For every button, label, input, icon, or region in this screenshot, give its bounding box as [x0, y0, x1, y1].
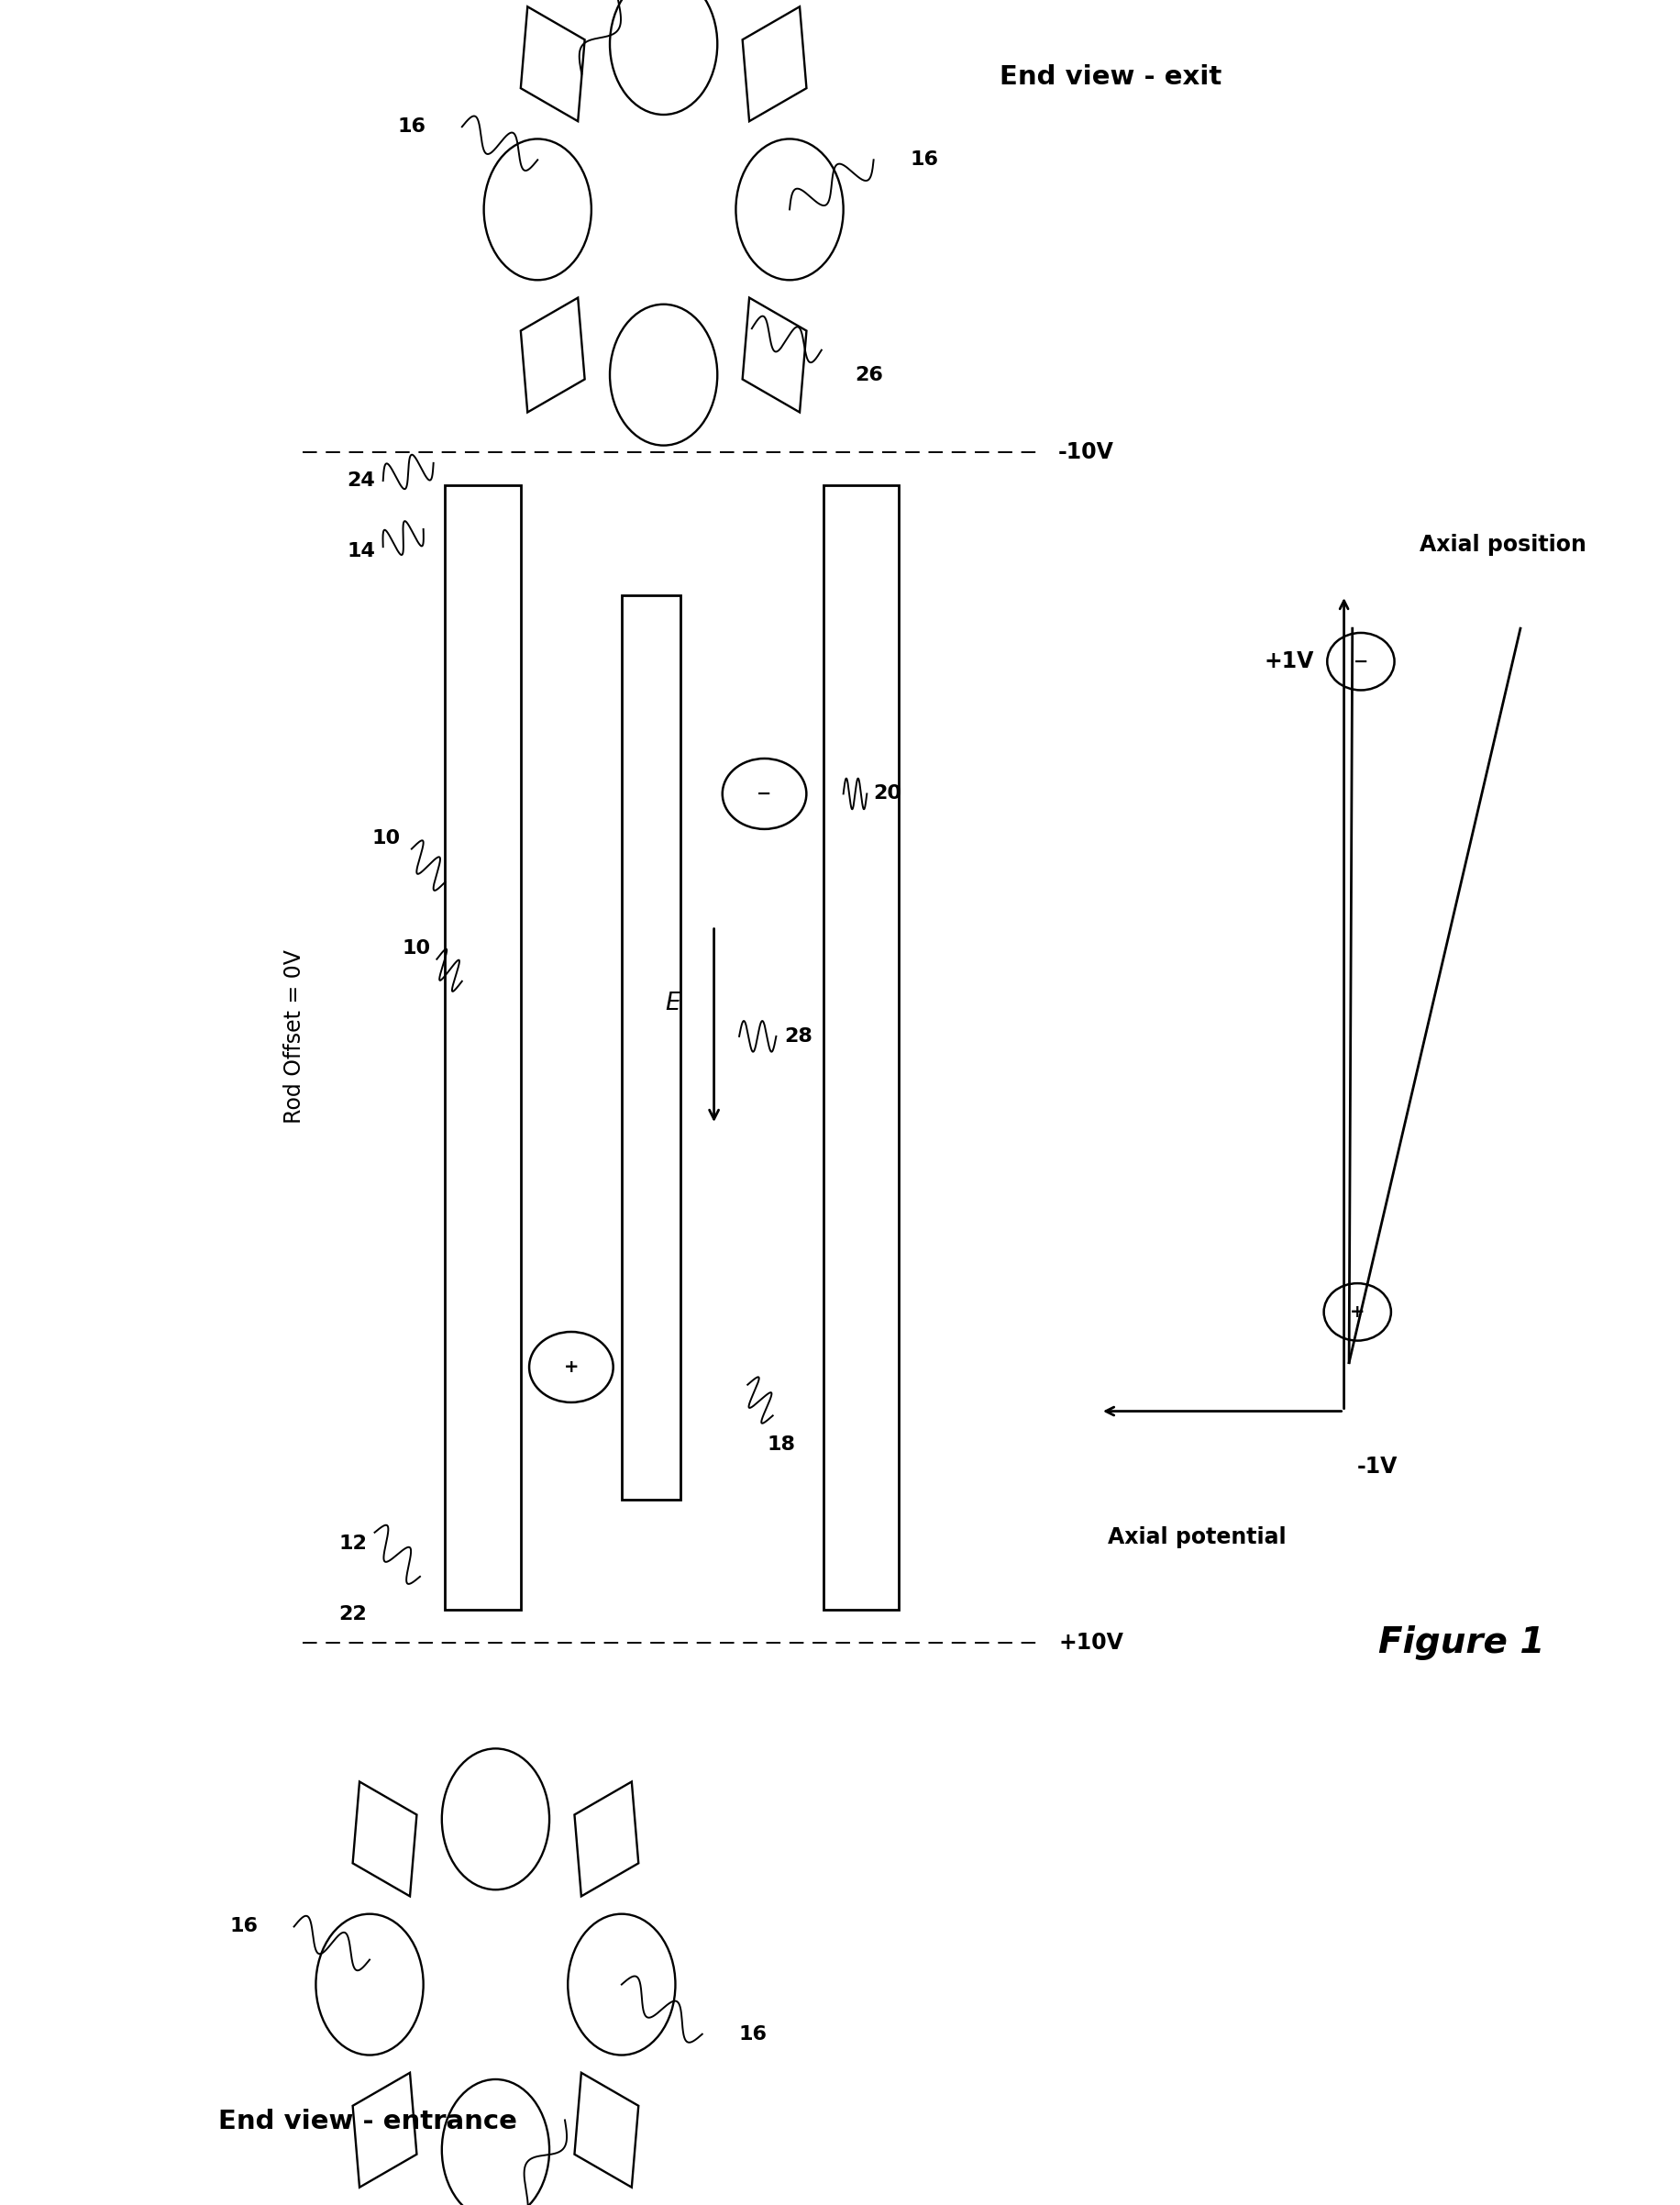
- Text: 24: 24: [348, 472, 375, 490]
- Text: −: −: [758, 785, 771, 803]
- Text: 10: 10: [403, 939, 430, 957]
- Text: +10V: +10V: [1058, 1632, 1124, 1654]
- Bar: [445, 485, 521, 1610]
- Bar: [622, 595, 680, 1499]
- Text: 18: 18: [768, 1435, 795, 1453]
- Text: +1V: +1V: [1263, 650, 1314, 673]
- Text: Axial potential: Axial potential: [1107, 1526, 1287, 1548]
- Text: -10V: -10V: [1058, 441, 1114, 463]
- Text: E: E: [665, 992, 680, 1014]
- Text: 26: 26: [855, 366, 884, 384]
- Text: Axial position: Axial position: [1420, 534, 1586, 556]
- Text: 12: 12: [339, 1535, 366, 1552]
- Text: +: +: [563, 1358, 580, 1376]
- Text: -1V: -1V: [1357, 1455, 1398, 1477]
- Text: 22: 22: [339, 1605, 366, 1623]
- Text: 16: 16: [911, 150, 937, 170]
- Text: 14: 14: [348, 542, 375, 560]
- Text: 20: 20: [874, 785, 900, 803]
- Text: −: −: [1354, 653, 1368, 670]
- Text: +: +: [1349, 1303, 1366, 1321]
- Text: End view - exit: End view - exit: [1000, 64, 1221, 90]
- Text: 16: 16: [398, 117, 425, 137]
- Text: 16: 16: [230, 1918, 257, 1936]
- Text: Rod Offset = 0V: Rod Offset = 0V: [282, 950, 306, 1122]
- Text: 10: 10: [373, 829, 400, 847]
- Text: 28: 28: [785, 1028, 811, 1045]
- Text: End view - entrance: End view - entrance: [218, 2108, 517, 2134]
- Bar: [823, 485, 899, 1610]
- Text: 16: 16: [739, 2024, 766, 2044]
- Text: Figure 1: Figure 1: [1378, 1625, 1546, 1660]
